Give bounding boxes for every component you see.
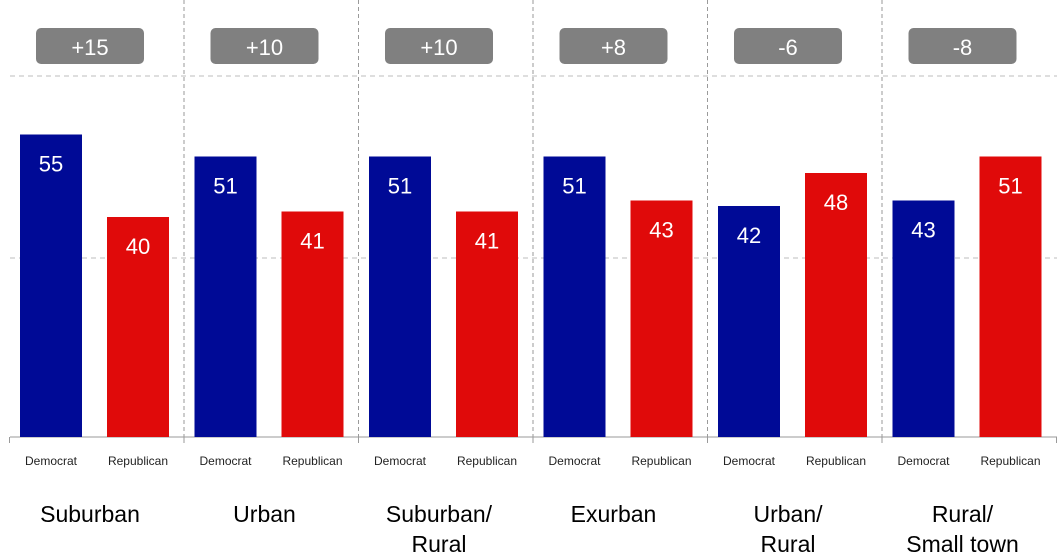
republican-bar-4 (630, 200, 693, 437)
group-label: Small town (906, 531, 1018, 557)
bar-category-label: Democrat (723, 454, 776, 468)
margin-badge-4 (559, 28, 668, 64)
democrat-bar-3 (369, 156, 431, 437)
democrat-bar-5 (718, 206, 780, 437)
bar-value-label: 51 (213, 174, 237, 199)
margin-badge-label: -8 (953, 35, 973, 60)
margin-badge-5 (734, 28, 842, 64)
bar-value-label: 43 (911, 218, 935, 243)
margin-badge-1 (36, 28, 144, 64)
bar-value-label: 51 (562, 174, 586, 199)
group-label: Rural (412, 531, 467, 557)
group-label: Rural (761, 531, 816, 557)
bar-value-label: 43 (649, 218, 673, 243)
margin-badge-label: -6 (778, 35, 798, 60)
group-label: Suburban/ (386, 501, 493, 527)
bar-category-label: Democrat (548, 454, 601, 468)
bar-value-label: 48 (824, 190, 848, 215)
republican-bar-5 (805, 173, 867, 437)
republican-bar-1 (107, 217, 169, 437)
bar-category-label: Republican (980, 454, 1040, 468)
labels: +15 55 Democrat 40 Republican Suburban +10 51 De… (25, 28, 1041, 557)
bar-category-label: Democrat (25, 454, 78, 468)
group-label: Suburban (40, 501, 140, 527)
margin-badge-label: +10 (246, 35, 283, 60)
democrat-bar-6 (892, 200, 955, 437)
bar-value-label: 42 (737, 223, 761, 248)
bar-category-label: Republican (282, 454, 342, 468)
group-label: Exurban (571, 501, 657, 527)
bars (20, 134, 1042, 437)
bar-category-label: Republican (457, 454, 517, 468)
bar-value-label: 51 (998, 174, 1022, 199)
republican-bar-6 (979, 156, 1042, 437)
margin-badge-3 (385, 28, 493, 64)
bar-value-label: 41 (300, 229, 324, 254)
bar-category-label: Democrat (374, 454, 427, 468)
bar-value-label: 55 (39, 152, 63, 177)
democrat-bar-2 (194, 156, 257, 437)
margin-badge-label: +10 (420, 35, 457, 60)
bar-category-label: Republican (806, 454, 866, 468)
margin-badge-2 (210, 28, 319, 64)
bar-category-label: Republican (108, 454, 168, 468)
bar-category-label: Democrat (897, 454, 950, 468)
group-label: Urban (233, 501, 296, 527)
bar-value-label: 41 (475, 229, 499, 254)
bar-category-label: Democrat (199, 454, 252, 468)
republican-bar-3 (456, 211, 518, 437)
republican-bar-2 (281, 211, 344, 437)
group-label: Rural/ (932, 501, 994, 527)
bar-value-label: 40 (126, 234, 150, 259)
bar-value-label: 51 (388, 174, 412, 199)
group-label: Urban/ (753, 501, 823, 527)
bar-category-label: Republican (631, 454, 691, 468)
margin-badge-label: +8 (601, 35, 626, 60)
democrat-bar-4 (543, 156, 606, 437)
gridlines (9, 0, 1057, 443)
margin-badge-6 (908, 28, 1017, 64)
democrat-bar-1 (20, 134, 82, 437)
margin-badge-label: +15 (71, 35, 108, 60)
